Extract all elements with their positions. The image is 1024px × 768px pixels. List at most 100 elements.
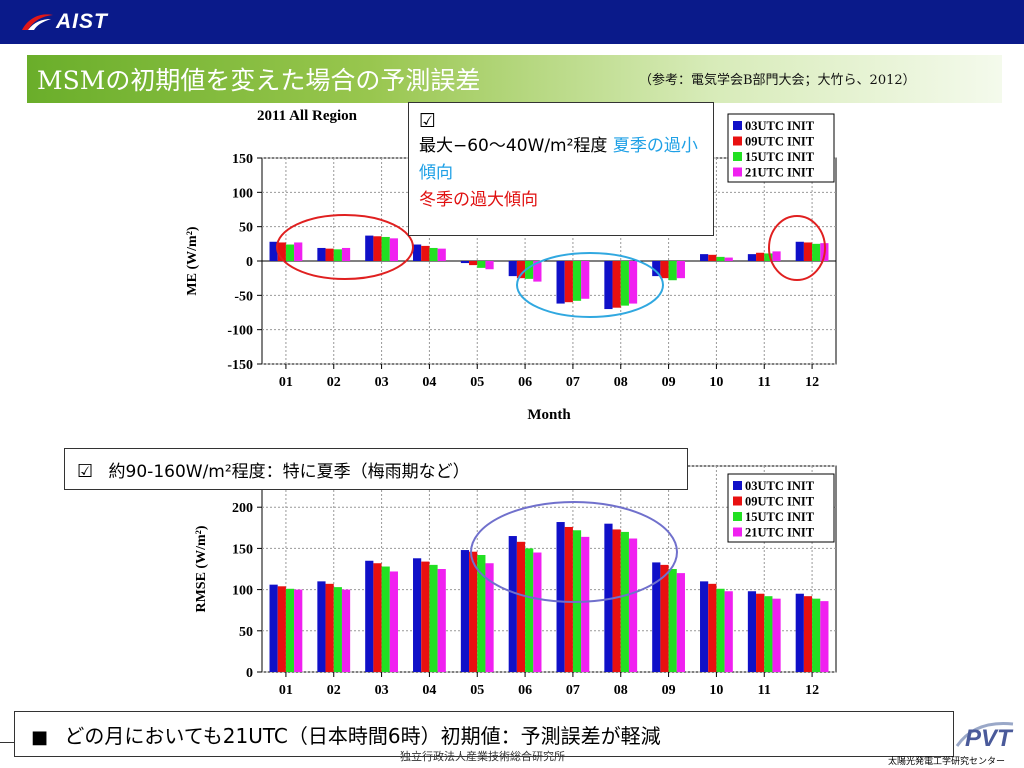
- bar: [381, 236, 390, 261]
- bar: [269, 584, 278, 672]
- y-tick-label: 100: [232, 584, 253, 599]
- bar: [516, 261, 526, 279]
- bar: [700, 581, 709, 672]
- bar: [620, 261, 629, 306]
- bar: [333, 249, 342, 261]
- rmse-note-box: ☑ 約90-160W/m²程度：特に夏季（梅雨期など）: [64, 448, 688, 490]
- bar: [812, 243, 821, 261]
- bar: [708, 583, 717, 672]
- divider: [0, 742, 14, 743]
- legend-label: 09UTC INIT: [745, 495, 815, 509]
- bar: [772, 251, 781, 261]
- check-icon: ☑: [419, 110, 437, 132]
- bar: [413, 558, 422, 672]
- me-chart: -150 -100 -50 0 50 100 150 01 02 03 04 05 06 07 08 09 10…: [185, 108, 837, 423]
- y-tick-label: 0: [246, 666, 253, 681]
- x-tick-label: 03: [375, 375, 389, 390]
- bar: [508, 261, 517, 277]
- winter-highlight-ellipse: [768, 215, 826, 281]
- legend-swatch: [733, 527, 742, 537]
- bar: [277, 586, 286, 672]
- y-tick-label: -100: [227, 324, 253, 339]
- legend-label: 15UTC INIT: [745, 510, 815, 524]
- x-tick-label: 01: [279, 375, 293, 390]
- bar: [437, 248, 446, 261]
- bar: [373, 563, 382, 672]
- x-tick-label: 10: [709, 375, 723, 390]
- x-tick-label: 06: [518, 683, 532, 698]
- bar: [652, 562, 661, 672]
- x-tick-label: 07: [566, 375, 580, 390]
- check-icon: ☑: [77, 461, 94, 482]
- bar: [764, 596, 773, 672]
- legend-label: 21UTC INIT: [745, 166, 815, 180]
- y-axis-label: RMSE (W/m²): [194, 525, 209, 612]
- logo-text: AIST: [56, 10, 108, 33]
- legend-swatch: [733, 121, 742, 130]
- legend-label: 21UTC INIT: [745, 526, 815, 540]
- x-tick-label: 01: [279, 683, 293, 698]
- x-tick-label: 04: [422, 683, 436, 698]
- chart-title: 2011 All Region: [257, 108, 358, 124]
- legend-swatch: [733, 512, 742, 521]
- bar: [604, 523, 613, 672]
- bar: [516, 541, 526, 672]
- legend-box: [727, 113, 835, 183]
- bar: [389, 571, 398, 672]
- aist-swoosh-icon: [22, 14, 53, 30]
- bar: [652, 261, 661, 277]
- footer-center-name: 太陽光発電工学研究センター: [888, 757, 1006, 767]
- bar: [716, 588, 725, 672]
- bar: [660, 564, 669, 672]
- bar: [365, 235, 374, 261]
- bar: [508, 536, 517, 672]
- square-bullet-icon: ■: [31, 727, 49, 748]
- bar: [373, 236, 382, 261]
- legend-label: 09UTC INIT: [745, 135, 815, 149]
- bar: [581, 261, 590, 299]
- legend-label: 03UTC INIT: [745, 479, 815, 493]
- x-tick-label: 08: [614, 683, 628, 698]
- bar: [317, 581, 326, 672]
- bar: [285, 588, 295, 672]
- bar: [389, 238, 398, 261]
- bar: [294, 242, 303, 261]
- x-tick-label: 09: [662, 683, 676, 698]
- x-tick-label: 10: [709, 683, 723, 698]
- title-reference: （参考：電気学会B部門大会；大竹ら、2012）: [639, 73, 916, 88]
- bar: [772, 598, 781, 672]
- me-note-winter: 冬季の過大傾向: [419, 190, 538, 210]
- x-tick-label: 02: [327, 683, 341, 698]
- y-tick-label: 100: [232, 186, 253, 201]
- bar: [620, 531, 629, 672]
- y-tick-label: 200: [232, 501, 253, 516]
- bar: [429, 564, 438, 672]
- bar: [724, 257, 733, 261]
- legend-swatch: [733, 136, 742, 146]
- bar: [294, 589, 303, 672]
- bar: [668, 261, 677, 281]
- summer-highlight-ellipse: [470, 501, 678, 603]
- bar: [756, 593, 765, 672]
- bar: [747, 591, 757, 672]
- bar: [668, 569, 677, 672]
- winter-highlight-ellipse: [276, 214, 414, 280]
- y-tick-label: 0: [246, 255, 253, 270]
- bar: [525, 261, 534, 279]
- y-tick-label: 150: [232, 152, 253, 167]
- bar: [756, 252, 765, 261]
- bar: [803, 596, 813, 672]
- bar: [277, 242, 286, 261]
- x-axis-label: Month: [527, 407, 571, 423]
- header-bar: AIST: [0, 0, 1024, 44]
- bar: [317, 247, 326, 261]
- bar: [676, 261, 685, 279]
- bar: [477, 554, 486, 672]
- bar: [341, 589, 351, 672]
- x-tick-label: 05: [470, 375, 484, 390]
- legend-label: 15UTC INIT: [745, 150, 815, 164]
- x-tick-label: 11: [758, 683, 771, 698]
- bar: [485, 563, 494, 672]
